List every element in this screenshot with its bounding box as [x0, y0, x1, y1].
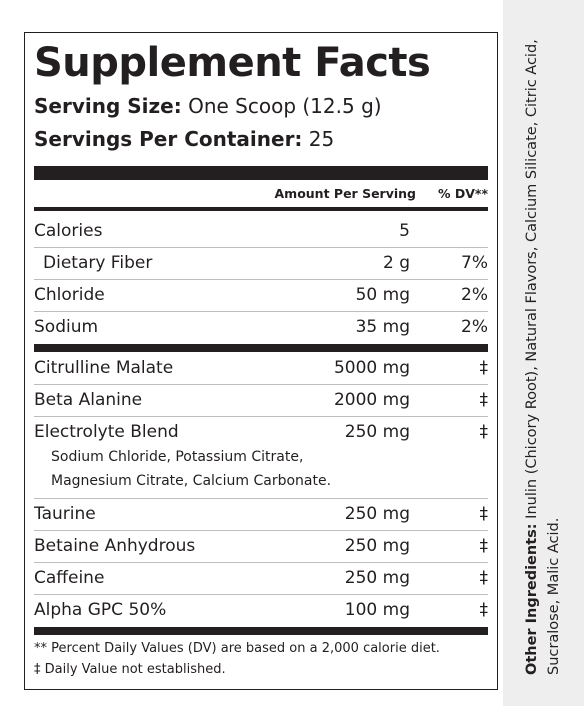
nutrient-amount: 50 mg: [355, 285, 410, 305]
other-ingredients: Other Ingredients: Inulin (Chicory Root)…: [521, 35, 565, 675]
nutrient-dv: 2%: [461, 317, 488, 337]
ingredient-dv: ‡: [479, 422, 489, 442]
header-dv: % DV**: [438, 186, 488, 201]
ingredient-dv: ‡: [479, 600, 489, 620]
nutrient-amount: 35 mg: [355, 317, 410, 337]
header-divider: [34, 207, 488, 211]
ingredient-amount: 250 mg: [344, 536, 410, 556]
nutrient-row-sodium: Sodium 35 mg 2%: [34, 312, 488, 343]
nutrient-row-dietary-fiber: Dietary Fiber 2 g 7%: [34, 248, 488, 279]
ingredient-name: Alpha GPC 50%: [34, 600, 167, 620]
side-panel-background: [503, 0, 584, 706]
ingredient-name: Betaine Anhydrous: [34, 536, 196, 556]
servings-per-container-value: 25: [302, 127, 335, 151]
nutrient-name: Calories: [34, 221, 103, 241]
ingredient-amount: 2000 mg: [333, 390, 410, 410]
row-divider: [34, 279, 488, 280]
nutrient-dv: 7%: [461, 253, 488, 273]
nutrient-name: Chloride: [34, 285, 105, 305]
column-header: Amount Per Serving % DV**: [34, 183, 489, 205]
ingredient-row-alpha-gpc: Alpha GPC 50% 100 mg ‡: [34, 595, 488, 626]
servings-per-container: Servings Per Container: 25: [34, 126, 334, 152]
ingredient-name: Citrulline Malate: [34, 358, 174, 378]
footnote-not-established: ‡ Daily Value not established.: [34, 662, 226, 677]
row-divider: [34, 247, 488, 248]
ingredient-amount: 250 mg: [344, 568, 410, 588]
blend-components-line-1: Sodium Chloride, Potassium Citrate,: [51, 449, 304, 465]
row-divider: [34, 384, 488, 385]
ingredient-dv: ‡: [479, 390, 489, 410]
ingredient-dv: ‡: [479, 358, 489, 378]
thick-divider-bottom: [34, 627, 488, 635]
thick-divider-top: [34, 166, 488, 180]
ingredient-row-electrolyte-blend: Electrolyte Blend 250 mg ‡: [34, 417, 488, 448]
ingredient-amount: 5000 mg: [333, 358, 410, 378]
row-divider: [34, 594, 488, 595]
nutrient-name: Sodium: [34, 317, 99, 337]
ingredient-name: Taurine: [34, 504, 96, 524]
servings-per-container-label: Servings Per Container:: [34, 127, 303, 151]
nutrient-amount: 5: [399, 221, 410, 241]
ingredient-name: Caffeine: [34, 568, 105, 588]
nutrient-row-calories: Calories 5: [34, 216, 488, 247]
row-divider: [34, 416, 488, 417]
serving-size-value: One Scoop (12.5 g): [181, 94, 382, 118]
row-divider: [34, 530, 488, 531]
ingredient-row-betaine-anhydrous: Betaine Anhydrous 250 mg ‡: [34, 531, 488, 562]
ingredient-row-citrulline-malate: Citrulline Malate 5000 mg ‡: [34, 353, 488, 384]
thick-divider-middle: [34, 344, 488, 352]
footnote-daily-values: ** Percent Daily Values (DV) are based o…: [34, 641, 440, 656]
ingredient-row-taurine: Taurine 250 mg ‡: [34, 499, 488, 530]
ingredient-row-caffeine: Caffeine 250 mg ‡: [34, 563, 488, 594]
row-divider: [34, 498, 488, 499]
nutrient-name: Dietary Fiber: [43, 253, 153, 273]
ingredient-amount: 100 mg: [344, 600, 410, 620]
blend-components-line-2: Magnesium Citrate, Calcium Carbonate.: [51, 473, 332, 489]
panel-title: Supplement Facts: [34, 40, 431, 86]
header-amount: Amount Per Serving: [274, 186, 417, 201]
ingredient-dv: ‡: [479, 536, 489, 556]
ingredient-dv: ‡: [479, 504, 489, 524]
nutrient-row-chloride: Chloride 50 mg 2%: [34, 280, 488, 311]
row-divider: [34, 311, 488, 312]
nutrient-amount: 2 g: [382, 253, 410, 273]
other-ingredients-label: Other Ingredients:: [524, 523, 540, 675]
ingredient-dv: ‡: [479, 568, 489, 588]
serving-size: Serving Size: One Scoop (12.5 g): [34, 93, 382, 119]
nutrient-dv: 2%: [461, 285, 488, 305]
serving-size-label: Serving Size:: [34, 94, 182, 118]
ingredient-amount: 250 mg: [344, 504, 410, 524]
ingredient-row-beta-alanine: Beta Alanine 2000 mg ‡: [34, 385, 488, 416]
supplement-facts-panel: Supplement Facts Serving Size: One Scoop…: [24, 32, 498, 690]
row-divider: [34, 562, 488, 563]
ingredient-name: Electrolyte Blend: [34, 422, 179, 442]
ingredient-name: Beta Alanine: [34, 390, 143, 410]
ingredient-amount: 250 mg: [344, 422, 410, 442]
